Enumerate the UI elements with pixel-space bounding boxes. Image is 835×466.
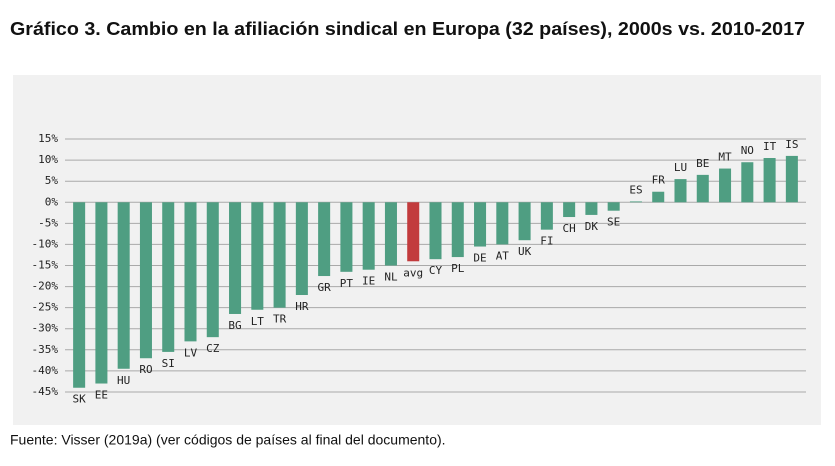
- y-tick-label: -20%: [32, 280, 59, 293]
- bar: [407, 202, 420, 262]
- category-label: CZ: [206, 342, 220, 355]
- category-label: CY: [429, 264, 443, 277]
- bar: [117, 202, 130, 369]
- bar: [451, 202, 464, 258]
- bar: [652, 191, 665, 203]
- category-label: FI: [540, 235, 553, 248]
- bar: [474, 202, 487, 247]
- category-label: DK: [585, 220, 599, 233]
- bar: [607, 202, 620, 211]
- y-tick-label: 5%: [45, 174, 59, 187]
- category-label: EE: [95, 389, 108, 402]
- bar: [95, 202, 108, 384]
- chart-title: Gráfico 3. Cambio en la afiliación sindi…: [10, 19, 805, 39]
- y-tick-label: -35%: [32, 343, 59, 356]
- bar: [696, 174, 709, 203]
- category-label: BG: [228, 319, 241, 332]
- category-label: TR: [273, 313, 287, 326]
- bar: [229, 202, 242, 314]
- bar: [318, 202, 331, 277]
- bar: [496, 202, 509, 245]
- bar: [184, 202, 197, 342]
- category-label: avg: [403, 266, 423, 279]
- bar: [295, 202, 308, 296]
- category-label: ES: [629, 183, 642, 196]
- category-label: PT: [340, 277, 354, 290]
- bar: [629, 201, 642, 203]
- y-tick-label: -10%: [32, 237, 59, 250]
- bar: [429, 202, 442, 260]
- y-tick-label: 0%: [45, 195, 59, 208]
- category-label: BE: [696, 157, 709, 170]
- category-label: MT: [718, 151, 732, 164]
- category-label: HR: [295, 300, 309, 313]
- category-label: NO: [741, 144, 754, 157]
- bar: [563, 202, 576, 218]
- bar: [251, 202, 264, 310]
- bar: [585, 202, 598, 215]
- bar: [73, 202, 86, 388]
- y-tick-label: 10%: [38, 153, 58, 166]
- bar: [384, 202, 397, 266]
- category-label: DE: [473, 252, 486, 265]
- category-label: LU: [674, 161, 687, 174]
- category-label: NL: [384, 271, 398, 284]
- category-label: LV: [184, 346, 198, 359]
- y-tick-label: -15%: [32, 259, 59, 272]
- category-label: GR: [318, 281, 332, 294]
- category-label: HU: [117, 374, 130, 387]
- y-tick-label: -5%: [38, 216, 58, 229]
- y-tick-label: -30%: [32, 322, 59, 335]
- category-label: AT: [496, 249, 510, 262]
- y-tick-label: -25%: [32, 301, 59, 314]
- y-tick-label: 15%: [38, 132, 58, 145]
- bar: [674, 179, 687, 203]
- bar: [540, 202, 553, 230]
- bar: [273, 202, 286, 308]
- bar: [162, 202, 175, 352]
- y-tick-label: -40%: [32, 364, 59, 377]
- y-tick-label: -45%: [32, 385, 59, 398]
- bar: [785, 155, 798, 203]
- category-label: CH: [563, 222, 576, 235]
- category-label: PL: [451, 262, 465, 275]
- category-label: IS: [785, 138, 798, 151]
- category-label: UK: [518, 245, 532, 258]
- category-label: RO: [139, 363, 152, 376]
- category-label: IE: [362, 275, 375, 288]
- bar: [340, 202, 353, 272]
- category-label: FR: [652, 174, 666, 187]
- bar: [741, 162, 754, 203]
- category-label: SI: [162, 357, 175, 370]
- bar: [518, 202, 531, 241]
- bar: [763, 158, 776, 203]
- bar: [206, 202, 219, 338]
- category-label: SE: [607, 216, 620, 229]
- category-label: IT: [763, 140, 777, 153]
- bar: [719, 168, 732, 203]
- bar: [139, 202, 152, 359]
- category-label: LT: [251, 315, 265, 328]
- source-note: Fuente: Visser (2019a) (ver códigos de p…: [10, 432, 446, 448]
- bar: [362, 202, 375, 270]
- category-label: SK: [73, 393, 87, 406]
